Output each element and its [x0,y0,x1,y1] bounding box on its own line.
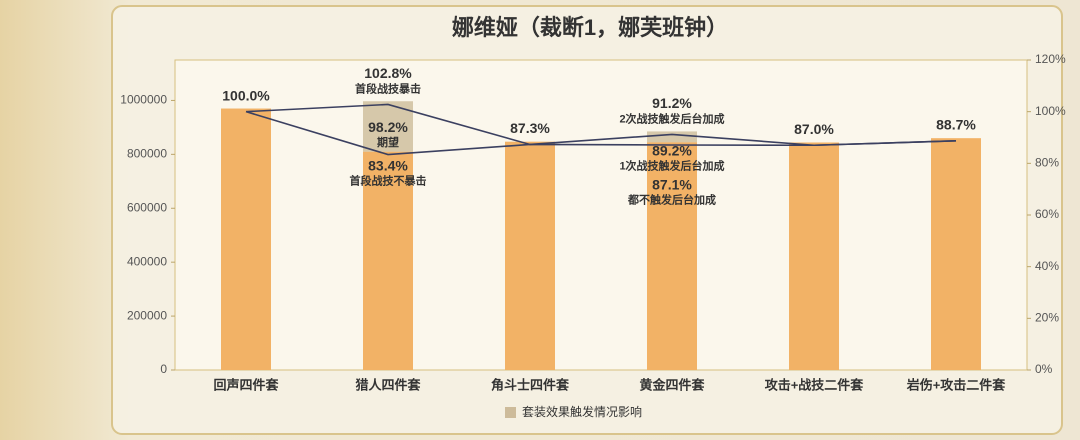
x-tick-label: 攻击+战技二件套 [765,377,865,392]
x-tick-label: 黄金四件套 [639,377,705,392]
y2-tick-label: 100% [1035,104,1066,118]
data-note: 期望 [377,135,399,149]
bar [647,142,697,370]
chart-title: 娜维娅（裁断1，娜芙班钟） [452,15,728,40]
y-tick-label: 200000 [127,308,167,322]
x-tick-label: 岩伤+攻击二件套 [906,377,1007,392]
x-tick-label: 角斗士四件套 [491,377,570,392]
line [245,110,957,156]
bar [505,141,555,370]
legend-label: 套装效果触发情况影响 [522,404,642,419]
bar [931,138,981,370]
data-label: 87.1% [652,176,692,192]
y-tick-label: 400000 [127,254,167,268]
bar [221,108,271,371]
data-label: 100.0% [222,87,270,103]
data-note: 都不触发后台加成 [627,192,716,206]
y2-tick-label: 60% [1035,207,1059,221]
data-note: 首段战技不暴击 [350,173,427,187]
x-tick-label: 猎人四件套 [355,377,421,392]
bar [363,151,413,370]
bar [789,142,839,370]
y-tick-label: 600000 [127,200,167,214]
legend-swatch [505,407,516,418]
data-label: 87.3% [510,120,550,136]
y2-tick-label: 0% [1035,362,1053,376]
data-label: 88.7% [936,117,976,133]
y2-tick-label: 120% [1035,52,1066,66]
range-bar [647,131,697,143]
data-label: 89.2% [652,142,692,158]
y-tick-label: 0 [160,362,167,376]
data-note: 首段战技暴击 [355,81,421,95]
y2-tick-label: 40% [1035,259,1059,273]
data-note: 2次战技触发后台加成 [619,111,724,125]
plot-area [174,59,1028,371]
data-label: 102.8% [364,65,412,81]
y2-tick-label: 80% [1035,156,1059,170]
data-note: 1次战技触发后台加成 [619,158,724,172]
y2-tick-label: 20% [1035,311,1059,325]
y-tick-label: 800000 [127,147,167,161]
data-label: 91.2% [652,95,692,111]
y-tick-label: 1000000 [120,93,167,107]
x-tick-label: 回声四件套 [213,377,279,392]
data-label: 83.4% [368,157,408,173]
data-label: 98.2% [368,119,408,135]
data-label: 87.0% [794,121,834,137]
